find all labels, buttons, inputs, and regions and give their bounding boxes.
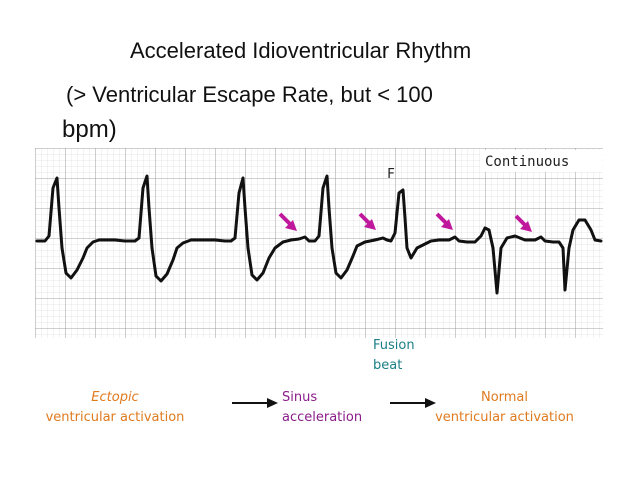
sinus-line-2: acceleration bbox=[282, 410, 363, 425]
p-wave-pointer-3 bbox=[435, 212, 453, 230]
ectopic-line-1: Ectopic bbox=[91, 390, 139, 405]
ecg-grid bbox=[35, 148, 603, 338]
title-line-3: bpm) bbox=[62, 116, 117, 143]
fusion-beat-line-2: beat bbox=[373, 358, 403, 373]
ectopic-activation-label: Ectopic ventricular activation bbox=[30, 388, 200, 428]
p-wave-pointer-1 bbox=[278, 212, 297, 231]
continuous-label: Continuous bbox=[485, 154, 569, 170]
fusion-beat-label: Fusion beat bbox=[373, 336, 415, 376]
title-line-2: (> Ventricular Escape Rate, but < 100 bbox=[66, 82, 433, 107]
p-wave-pointer-2 bbox=[358, 212, 376, 230]
normal-line-2: ventricular activation bbox=[435, 410, 574, 425]
arrow-icon bbox=[390, 398, 436, 408]
ectopic-line-2: ventricular activation bbox=[45, 410, 185, 425]
fusion-f-label: F bbox=[387, 167, 395, 182]
ecg-trace bbox=[35, 174, 603, 295]
title-line-1: Accelerated Idioventricular Rhythm bbox=[130, 38, 472, 63]
p-wave-pointer-4 bbox=[514, 214, 532, 232]
sinus-acceleration-label: Sinus acceleration bbox=[282, 388, 362, 428]
normal-line-1: Normal bbox=[480, 390, 529, 405]
continuous-label-bg bbox=[480, 150, 602, 172]
ecg-strip: Continuous F bbox=[35, 148, 603, 338]
arrow-icon bbox=[232, 398, 278, 408]
sinus-line-1: Sinus bbox=[282, 390, 318, 405]
fusion-beat-line-1: Fusion bbox=[373, 338, 415, 353]
normal-activation-label: Normal ventricular activation bbox=[422, 388, 587, 428]
